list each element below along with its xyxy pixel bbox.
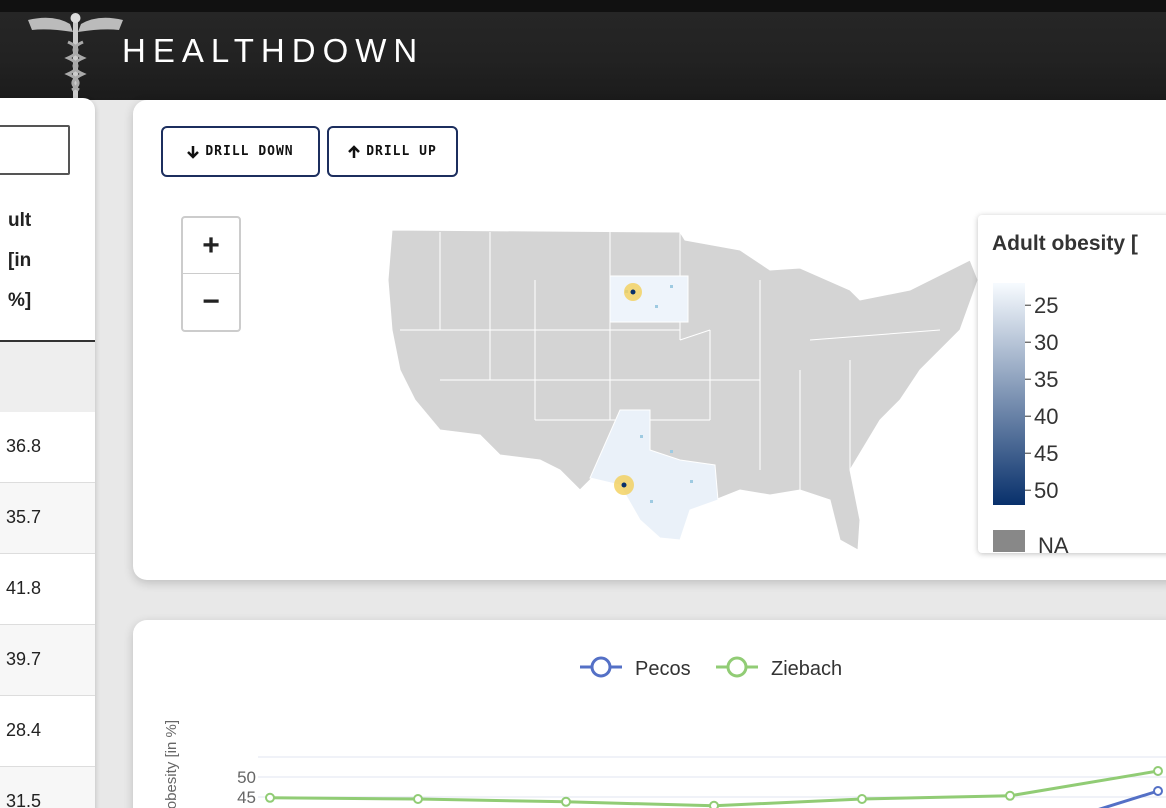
table-cell: 41.8 [6,578,42,598]
colorbar-label: 45 [1034,441,1058,466]
colorbar-label: 40 [1034,404,1058,429]
zoom-out-button[interactable]: − [202,284,220,318]
column-header-text: %] [8,290,32,311]
legend-label: Ziebach [771,658,842,680]
legend-label: Pecos [635,658,691,680]
colorbar-label: 50 [1034,478,1058,503]
app-title: HEALTHDOWN [122,32,425,69]
y-tick-label: 50 [237,768,256,787]
colorbar-label: 30 [1034,330,1058,355]
data-point [709,800,719,808]
button-label: DRILL UP [366,144,437,159]
table-cell: 36.8 [6,436,42,456]
table-cell: 31.5 [6,791,42,808]
table-row: 28.4 [0,696,95,767]
sidebar: ult [in%] 36.8 35.7 41.8 39.7 28.4 31.5 [0,98,95,808]
data-point [857,794,867,804]
data-point [413,794,423,804]
data-point [1153,766,1163,776]
column-header-text: ult [8,210,32,231]
arrow-down-icon [187,145,200,159]
colorbar-label: 25 [1034,293,1058,318]
search-input[interactable] [0,125,70,175]
data-point [265,792,275,803]
table-row: 31.5 [0,767,95,808]
table-row: 35.7 [0,483,95,554]
header: HEALTHDOWN [0,0,1166,100]
legend-marker [726,656,748,678]
table-cell: 28.4 [6,720,42,740]
table-row: 39.7 [0,625,95,696]
logo [28,13,123,100]
zoom-control: + − [181,216,241,332]
table-cell: 35.7 [6,507,42,527]
na-label: NA [1038,533,1069,553]
na-swatch [993,530,1025,552]
arrow-up-icon [348,144,361,158]
column-header-text: [in [8,250,32,271]
drill-up-button[interactable]: DRILL UP [327,126,458,177]
legend-title: Adult obesity [ [992,232,1138,255]
legend-marker [590,656,612,678]
legend-graphic: Adult obesity [ 25 30 35 40 45 50 NA [992,232,1138,553]
table-filter-row [0,340,95,414]
colorbar-label: 35 [1034,367,1058,392]
colorbar [993,283,1025,505]
zoom-in-button[interactable]: + [183,218,239,274]
data-point [1005,790,1015,801]
series-line [1098,789,1159,808]
table-cell: 39.7 [6,649,42,669]
y-tick-label: 45 [237,788,256,807]
drill-down-button[interactable]: DRILL DOWN [161,126,320,177]
map-legend: Adult obesity [ 25 30 35 40 45 50 NA [978,215,1166,553]
table-row: 36.8 [0,412,95,483]
button-label: DRILL DOWN [205,144,294,159]
data-point [1153,786,1163,796]
series-line [269,769,1159,808]
map [387,229,979,551]
y-axis-label: Adult obesity [in %] [163,720,180,808]
table-row: 41.8 [0,554,95,625]
data-point [561,796,571,807]
